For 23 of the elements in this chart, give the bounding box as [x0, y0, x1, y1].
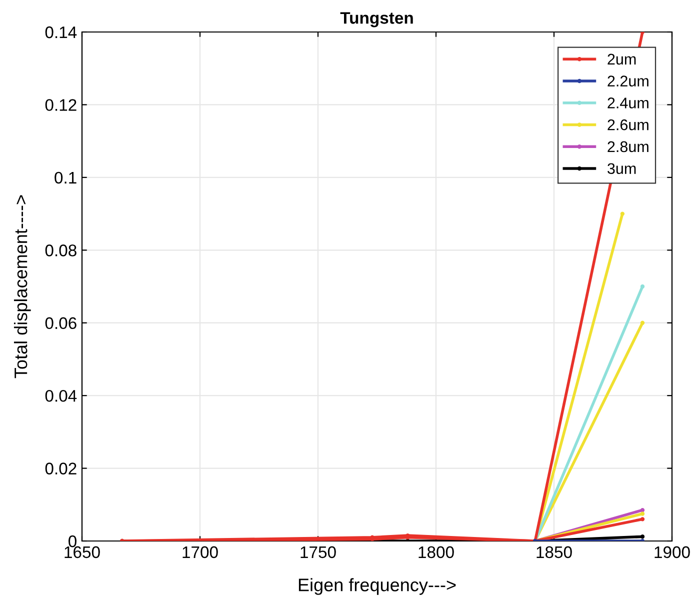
x-tick-label: 1750 [300, 546, 336, 558]
legend-label: 3um [608, 163, 636, 174]
x-tick-label: 1700 [182, 546, 218, 558]
legend-label: 2.8um [608, 141, 648, 152]
y-tick-label: 0.14 [45, 26, 77, 38]
y-tick-label: 0.12 [45, 99, 76, 111]
y-tick-label: 0.02 [45, 462, 76, 474]
legend-label: 2.2um [608, 76, 648, 86]
legend-label: 2um [608, 54, 636, 65]
x-tick-label: 1650 [64, 546, 100, 558]
x-tick-label: 1850 [536, 546, 572, 558]
legend-label: 2.4um [608, 98, 648, 108]
y-tick-label: 0.08 [45, 244, 76, 256]
x-tick-label: 1800 [418, 546, 454, 558]
x-tick-label: 1900 [654, 546, 690, 558]
legend-label: 2.6um [608, 119, 648, 130]
y-tick-label: 0.1 [54, 172, 76, 184]
x-axis-title: Eigen frequency---> [298, 578, 456, 595]
chart-title: Tungsten [340, 12, 413, 28]
y-axis-title: Total displacement----> [14, 195, 31, 378]
y-tick-label: 0 [68, 535, 76, 548]
y-tick-label: 0.04 [45, 390, 77, 402]
y-tick-label: 0.06 [45, 317, 76, 330]
